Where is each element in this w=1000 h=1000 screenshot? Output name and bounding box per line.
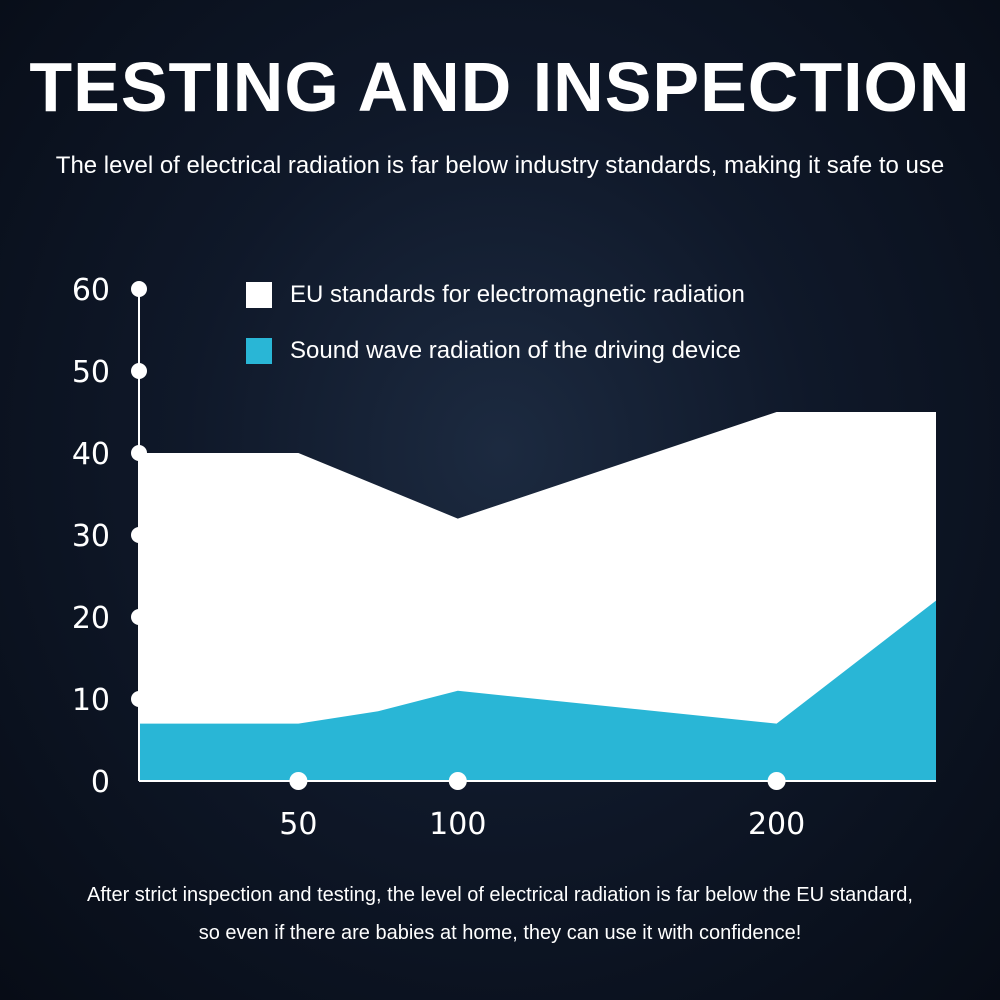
y-tick-label-20: 20 (72, 601, 110, 636)
page-title: TESTING AND INSPECTION (29, 48, 971, 126)
x-tick-dot-50 (289, 772, 308, 790)
y-tick-dot-60 (131, 281, 147, 297)
y-tick-dot-30 (131, 527, 147, 543)
x-tick-label-100: 100 (429, 807, 486, 842)
legend-label-eu-standard: EU standards for electromagnetic radiati… (290, 281, 745, 308)
x-tick-label-200: 200 (748, 807, 805, 842)
x-tick-dot-200 (767, 772, 786, 790)
page-subtitle: The level of electrical radiation is far… (55, 152, 945, 179)
footer-text: After strict inspection and testing, the… (0, 876, 1000, 952)
legend-swatch-eu-standard (246, 282, 272, 308)
legend-label-sound-wave: Sound wave radiation of the driving devi… (290, 337, 741, 364)
series-area-1 (139, 600, 936, 781)
y-tick-label-0: 0 (91, 765, 110, 800)
y-tick-label-10: 10 (72, 683, 110, 718)
legend-item-eu-standard: EU standards for electromagnetic radiati… (246, 281, 745, 309)
y-tick-dot-10 (131, 691, 147, 707)
legend-swatch-sound-wave (246, 338, 272, 364)
x-tick-label-50: 50 (279, 807, 317, 842)
y-tick-label-60: 60 (72, 273, 110, 308)
y-tick-dot-50 (131, 363, 147, 379)
legend-item-sound-wave: Sound wave radiation of the driving devi… (246, 337, 741, 365)
y-tick-label-50: 50 (72, 355, 110, 390)
series-area-0 (139, 412, 936, 781)
y-tick-label-40: 40 (72, 437, 110, 472)
y-tick-dot-40 (131, 445, 147, 461)
x-tick-dot-100 (448, 772, 467, 790)
footer-line-1: After strict inspection and testing, the… (87, 884, 913, 906)
y-tick-label-30: 30 (72, 519, 110, 554)
y-tick-dot-20 (131, 609, 147, 625)
footer-line-2: so even if there are babies at home, the… (198, 922, 802, 944)
